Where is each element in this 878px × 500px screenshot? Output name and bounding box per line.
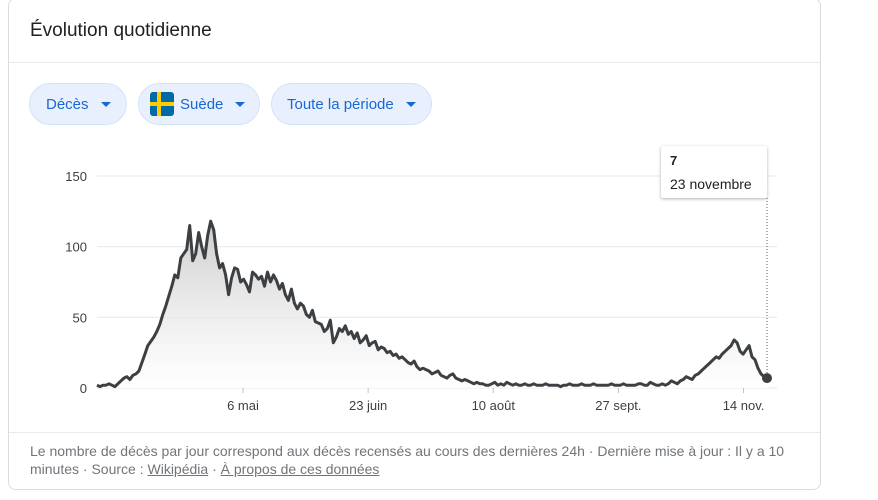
y-tick-label: 100	[65, 240, 87, 255]
hover-data-point	[762, 373, 772, 384]
footer-divider	[9, 432, 820, 433]
country-dropdown[interactable]: Suède	[138, 83, 260, 125]
y-tick-label: 150	[65, 169, 87, 184]
card-title: Évolution quotidienne	[30, 20, 212, 41]
x-tick-label: 27 sept.	[595, 398, 641, 413]
country-dropdown-label: Suède	[180, 95, 224, 113]
y-tick-label: 0	[80, 381, 87, 396]
footer-separator: ·	[208, 461, 221, 477]
header-divider	[9, 62, 820, 63]
x-tick-label: 23 juin	[349, 398, 387, 413]
chart-series-line	[96, 219, 768, 389]
period-dropdown-label: Toute la période	[287, 95, 394, 113]
chevron-down-icon	[100, 101, 111, 107]
daily-evolution-card: Évolution quotidienne Décès Suède Toute …	[8, 0, 821, 490]
tooltip-date: 23 novembre	[670, 176, 752, 192]
chevron-down-icon	[235, 101, 246, 107]
chart-area-fill	[97, 221, 767, 388]
metric-dropdown-label: Décès	[46, 95, 89, 113]
period-dropdown[interactable]: Toute la période	[271, 83, 432, 125]
x-tick-label: 14 nov.	[723, 398, 765, 413]
hover-tooltip: 7 23 novembre	[661, 146, 767, 198]
x-tick-label: 6 mai	[227, 398, 259, 413]
metric-dropdown[interactable]: Décès	[29, 83, 127, 125]
about-data-link[interactable]: À propos de ces données	[220, 461, 380, 477]
sweden-flag-icon	[150, 92, 174, 116]
chevron-down-icon	[405, 101, 416, 107]
footer-text: Le nombre de décès par jour correspond a…	[30, 443, 785, 477]
footer-note: Le nombre de décès par jour correspond a…	[30, 442, 805, 478]
y-tick-label: 50	[73, 310, 87, 325]
x-tick-label: 10 août	[472, 398, 516, 413]
source-link[interactable]: Wikipédia	[147, 461, 209, 477]
tooltip-value: 7	[670, 153, 678, 168]
